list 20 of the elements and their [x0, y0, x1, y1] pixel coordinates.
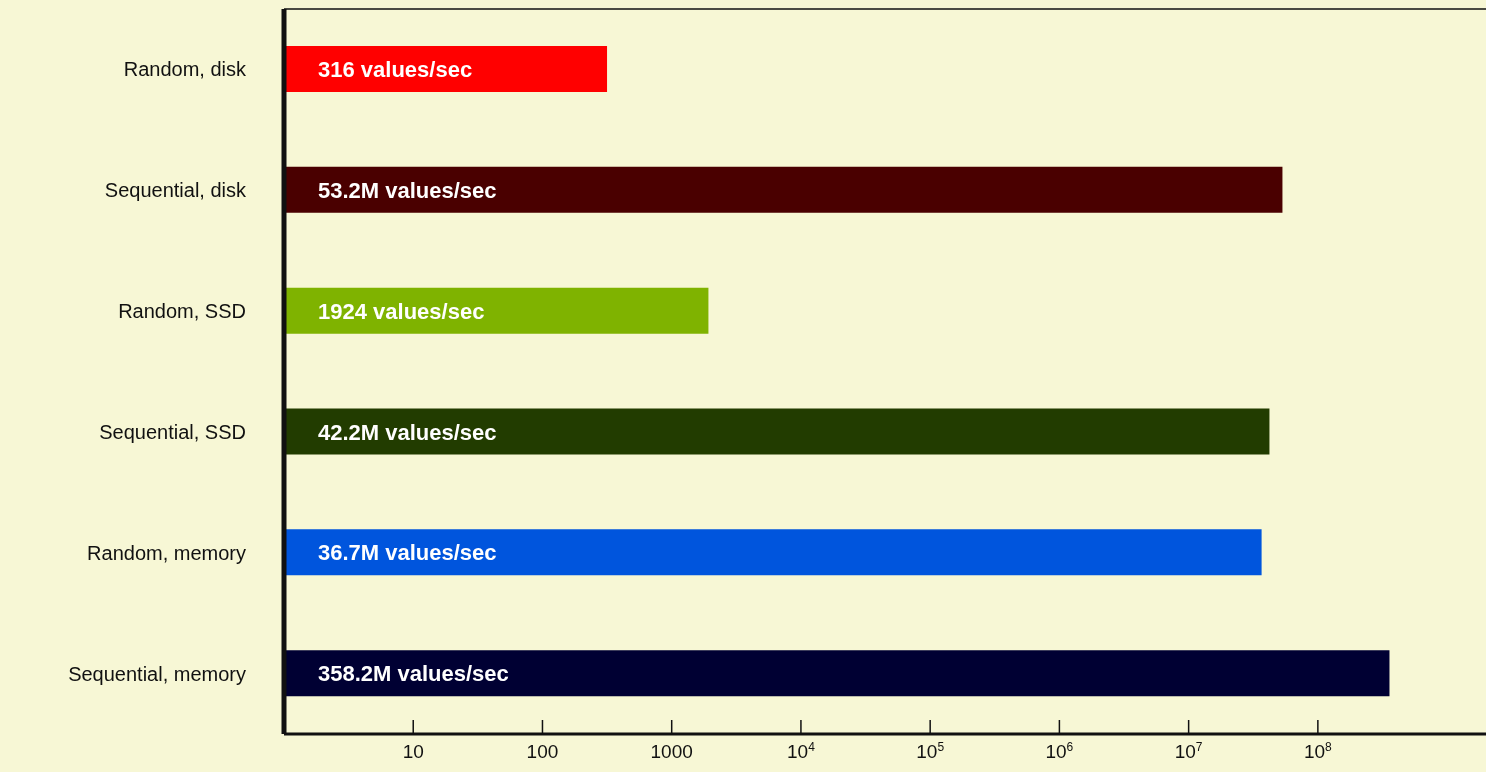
data-label: 36.7M values/sec — [318, 540, 497, 566]
y-tick-label: Random, disk — [123, 58, 247, 81]
x-tick-label: 10$^{7}$ — [1174, 740, 1203, 762]
data-label: 53.2M values/sec — [318, 177, 497, 203]
x-tick-label: 10$^{8}$ — [1303, 740, 1333, 762]
y-tick-label: Random, memory — [87, 541, 246, 564]
x-tick-label: 10$^{6}$ — [1045, 740, 1074, 762]
data-label: 316 values/sec — [318, 57, 473, 82]
y-tick-label: Sequential, memory — [68, 662, 246, 685]
data-label: 42.2M values/sec — [318, 419, 497, 445]
data-label: 1924 values/sec — [318, 298, 485, 324]
y-tick-label: Random, SSD — [118, 300, 246, 323]
x-tick-label: 100 — [526, 741, 559, 762]
x-tick-label: 1000 — [650, 741, 693, 762]
data-label: 358.2M values/sec — [318, 661, 509, 687]
y-tick-label: Sequential, disk — [104, 179, 247, 202]
x-tick-label: 10 — [402, 741, 424, 762]
y-tick-label: Sequential, SSD — [99, 420, 246, 443]
x-tick-label: 10$^{4}$ — [787, 740, 816, 762]
x-tick-label: 10$^{5}$ — [916, 740, 945, 762]
